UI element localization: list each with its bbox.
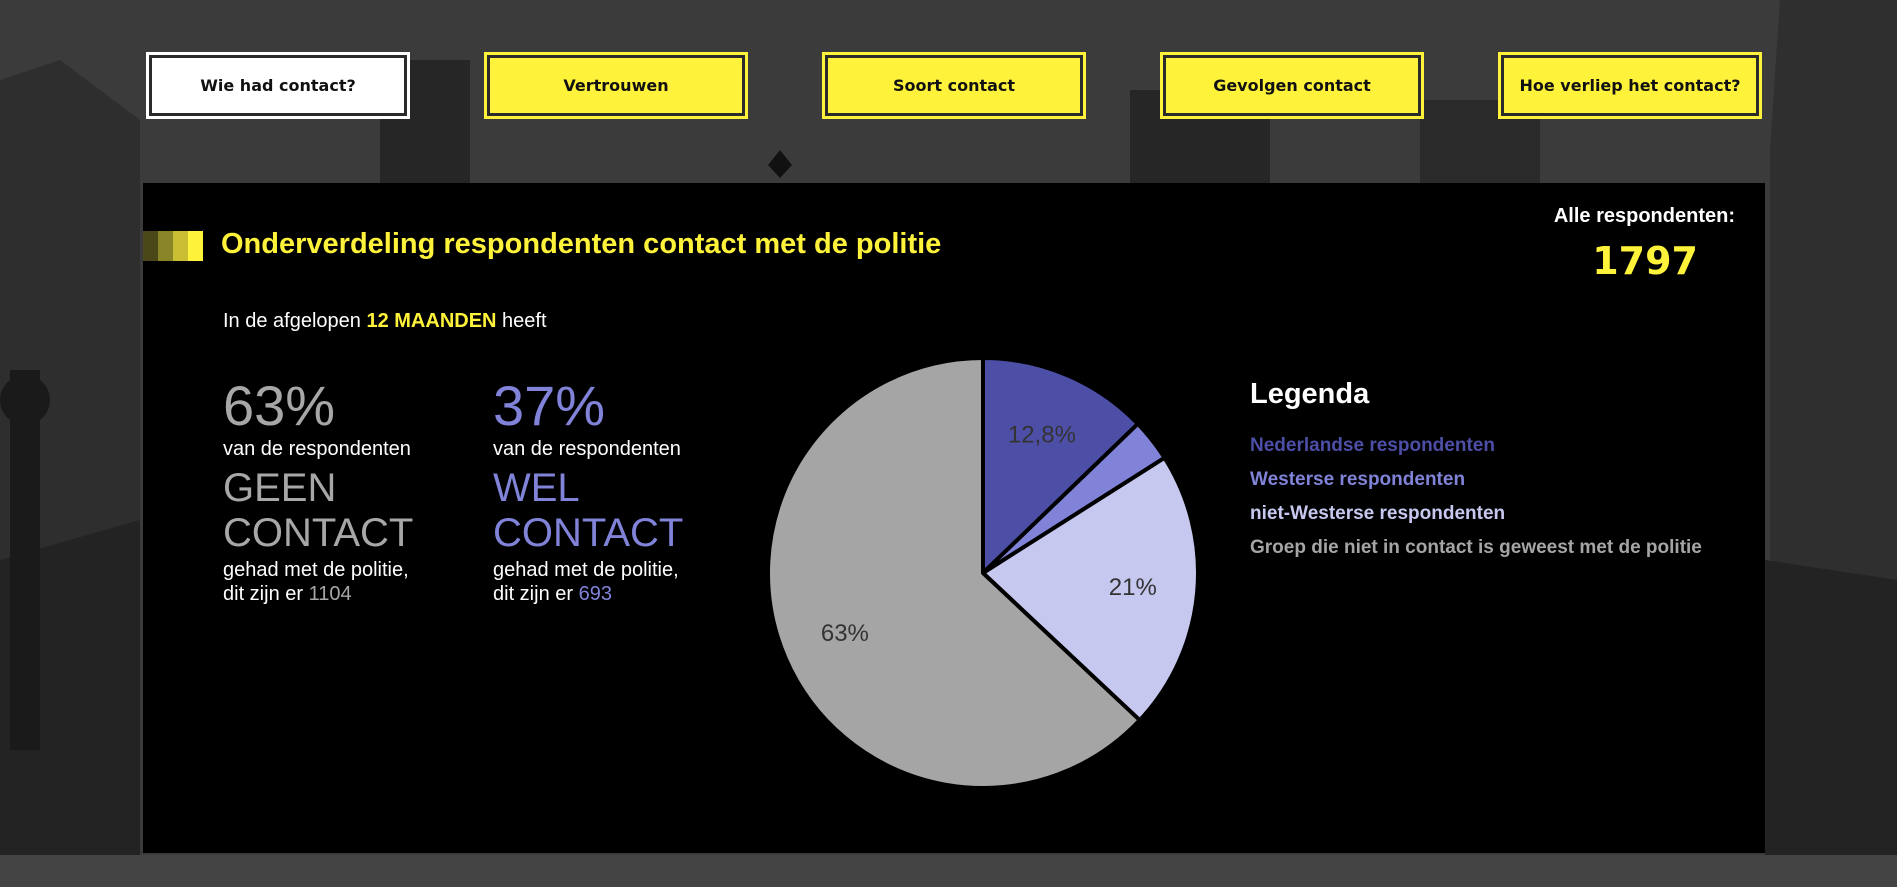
tab-wie-had-contact[interactable]: Wie had contact? [146,52,410,119]
legend-item-niet-westerse: niet-Westerse respondenten [1250,503,1506,524]
stat-geen-count: 1104 [308,583,352,605]
tab-vertrouwen[interactable]: Vertrouwen [484,52,748,119]
stat-geen-big: GEEN CONTACT [223,466,463,556]
stat-wel-tail-line2: dit zijn er 693 [493,582,733,606]
pie-slice-niet-westerse [981,455,1200,723]
title-accent-bars [143,231,203,261]
pie-label-niet-westerse: 21% [1109,574,1157,601]
stat-wel-tail-line1: gehad met de politie, [493,559,679,581]
stat-geen-pct: 63% [223,374,336,437]
stat-wel-big: WEL CONTACT [493,466,733,556]
legend-item-geen-contact: Groep die niet in contact is geweest met… [1250,537,1702,558]
stat-wel-tail-prefix: dit zijn er [493,583,579,605]
stat-wel-big-line1: WEL [493,466,580,510]
stat-wel-sub: van de respondenten [493,438,681,460]
stat-wel-big-line2: CONTACT [493,511,684,555]
pie-label-nederlandse: 12,8% [1008,422,1076,449]
pie-chart: 12,8% 21% 63% [766,356,1200,790]
legend-item-nederlandse: Nederlandse respondenten [1250,435,1495,456]
legend-title: Legenda [1250,378,1370,410]
intro-highlight: 12 MAANDEN [366,310,497,332]
chart-title: Onderverdeling respondenten contact met … [221,228,942,260]
stat-wel-count: 693 [578,583,612,605]
chart-panel: Onderverdeling respondenten contact met … [143,183,1765,853]
stat-geen-tail-line2: dit zijn er 1104 [223,582,463,606]
tab-gevolgen-contact[interactable]: Gevolgen contact [1160,52,1424,119]
total-respondents-value: 1797 [1592,239,1698,283]
legend-item-westerse: Westerse respondenten [1250,469,1466,490]
stat-geen-big-line2: CONTACT [223,511,414,555]
tab-hoe-verliep-het-contact[interactable]: Hoe verliep het contact? [1498,52,1762,119]
intro-before: In de afgelopen [223,310,367,332]
legend: Legenda Nederlandse respondenten Westers… [1250,378,1702,565]
stat-wel-pct: 37% [493,374,606,437]
pie-slice-nederlandse [981,356,1140,575]
stat-wel-tail: gehad met de politie, dit zijn er 693 [493,558,733,606]
pie-slice-geen-contact [766,356,1142,790]
stat-geen-sub: van de respondenten [223,438,411,460]
stat-geen-tail-prefix: dit zijn er [223,583,309,605]
intro-text: In de afgelopen 12 MAANDEN heeft [223,310,547,333]
total-respondents-label: Alle respondenten: [1553,205,1735,227]
tab-soort-contact[interactable]: Soort contact [822,52,1086,119]
stat-geen-big-line1: GEEN [223,466,337,510]
stat-geen-tail-line1: gehad met de politie, [223,559,409,581]
intro-after: heeft [496,310,547,332]
stat-geen-tail: gehad met de politie, dit zijn er 1104 [223,558,463,606]
stat-geen-contact: 63% van de respondenten GEEN CONTACT geh… [223,378,463,606]
tab-navigation: Wie had contact? Vertrouwen Soort contac… [146,52,1762,119]
stat-wel-contact: 37% van de respondenten WEL CONTACT geha… [493,378,733,606]
pie-label-geen-contact: 63% [821,620,869,647]
